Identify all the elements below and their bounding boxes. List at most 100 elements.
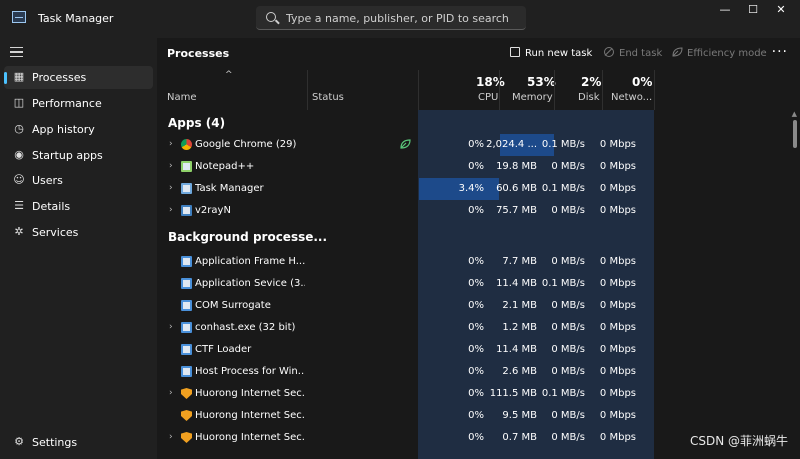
efficiency-mode-button[interactable]: Efficiency mode (672, 47, 767, 59)
process-disk: 0 MB/s (551, 256, 585, 267)
column-header-network[interactable]: Netwo... (611, 92, 653, 103)
page-title: Processes (167, 47, 230, 60)
process-cpu: 0% (468, 322, 484, 333)
end-task-icon (604, 47, 614, 57)
process-name: Huorong Internet Sec... (195, 410, 305, 421)
table-row[interactable]: › Huorong Internet Sec... 0% 111.5 MB 0.1 MB… (157, 383, 787, 405)
table-row[interactable]: Huorong Internet Sec... 0% 9.5 MB 0 MB/s 0 M… (157, 405, 787, 427)
process-memory: 0.7 MB (502, 432, 537, 443)
chevron-right-icon[interactable]: › (169, 139, 173, 149)
processes-icon: ▦ (13, 70, 25, 83)
section-header: Apps (4) (168, 116, 226, 130)
process-network: 0 Mbps (599, 139, 636, 150)
process-icon (181, 322, 192, 333)
process-network: 0 Mbps (599, 205, 636, 216)
column-header-disk[interactable]: Disk (578, 92, 600, 103)
process-memory: 111.5 MB (489, 388, 537, 399)
column-header-cpu[interactable]: CPU (478, 92, 499, 103)
table-row[interactable]: COM Surrogate 0% 2.1 MB 0 MB/s 0 Mbps (157, 295, 787, 317)
sidebar-item-label: Performance (32, 97, 102, 110)
process-name: Huorong Internet Sec... (195, 388, 305, 399)
more-options-button[interactable]: ··· (771, 44, 788, 60)
process-name: Google Chrome (29) (195, 139, 297, 150)
column-divider[interactable] (307, 70, 308, 110)
scrollbar-thumb[interactable] (793, 120, 797, 148)
chevron-right-icon[interactable]: › (169, 432, 173, 442)
table-row[interactable]: › Huorong Internet Sec... 0% 0.7 MB 0 MB/s 0 … (157, 427, 787, 449)
sidebar-item-performance[interactable]: ◫ Performance (4, 92, 153, 115)
process-memory: 11.4 MB (496, 344, 537, 355)
table-row[interactable]: › Notepad++ 0% 19.8 MB 0 MB/s 0 Mbps (157, 156, 787, 178)
run-new-task-label: Run new task (525, 48, 593, 59)
scroll-up-icon[interactable]: ▲ (791, 110, 797, 118)
process-network: 0 Mbps (599, 366, 636, 377)
process-icon (181, 256, 192, 267)
process-network: 0 Mbps (599, 161, 636, 172)
sidebar-item-services[interactable]: ✲ Services (4, 221, 153, 244)
column-divider[interactable] (602, 70, 603, 110)
chevron-right-icon[interactable]: › (169, 161, 173, 171)
sidebar-item-label: Settings (32, 436, 78, 449)
process-icon (181, 161, 192, 172)
process-name: Task Manager (195, 183, 264, 194)
efficiency-mode-label: Efficiency mode (687, 48, 767, 59)
process-cpu: 0% (468, 205, 484, 216)
process-icon (181, 388, 192, 399)
chevron-right-icon[interactable]: › (169, 388, 173, 398)
table-row[interactable]: › v2rayN 0% 75.7 MB 0 MB/s 0 Mbps (157, 200, 787, 222)
column-divider[interactable] (554, 70, 555, 110)
startup-apps-icon: ◉ (14, 148, 24, 161)
end-task-button[interactable]: End task (604, 47, 662, 59)
process-cpu: 0% (468, 139, 484, 150)
search-box[interactable] (256, 6, 526, 30)
run-new-task-button[interactable]: Run new task (510, 47, 592, 59)
table-row[interactable]: Application Sevice (3... 0% 11.4 MB 0.1 MB/… (157, 273, 787, 295)
details-icon: ☰ (14, 199, 24, 212)
process-disk: 0.1 MB/s (541, 139, 585, 150)
sidebar: ▦ Processes ◫ Performance ◷ App history ◉ Start… (0, 38, 157, 459)
process-icon (181, 278, 192, 289)
sidebar-item-settings[interactable]: ⚙ Settings (4, 431, 153, 454)
services-icon: ✲ (14, 225, 24, 238)
table-row[interactable]: › Task Manager 3.4% 60.6 MB 0.1 MB/s 0 Mbps (157, 178, 787, 200)
table-row[interactable]: Application Frame H... 0% 7.7 MB 0 MB/s 0 Mb… (157, 251, 787, 273)
process-name: CTF Loader (195, 344, 252, 355)
minimize-button[interactable]: — (719, 3, 731, 16)
column-header-status[interactable]: Status (312, 92, 344, 103)
sidebar-item-startup-apps[interactable]: ◉ Startup apps (4, 144, 153, 167)
process-network: 0 Mbps (599, 322, 636, 333)
chevron-right-icon[interactable]: › (169, 205, 173, 215)
sidebar-item-processes[interactable]: ▦ Processes (4, 66, 153, 89)
sidebar-item-details[interactable]: ☰ Details (4, 195, 153, 218)
run-task-icon (510, 47, 520, 57)
table-row[interactable]: › conhast.exe (32 bit) 0% 1.2 MB 0 MB/s 0 Mbp… (157, 317, 787, 339)
table-row[interactable]: Host Process for Win... 0% 2.6 MB 0 MB/s 0 M… (157, 361, 787, 383)
process-disk: 0.1 MB/s (541, 183, 585, 194)
users-icon: ☺ (13, 173, 25, 186)
search-input[interactable] (286, 6, 522, 30)
process-icon (181, 366, 192, 377)
sidebar-item-app-history[interactable]: ◷ App history (4, 118, 153, 141)
table-row[interactable]: CTF Loader 0% 11.4 MB 0 MB/s 0 Mbps (157, 339, 787, 361)
process-icon (181, 139, 192, 150)
process-cpu: 0% (468, 366, 484, 377)
column-header-memory[interactable]: Memory (512, 92, 553, 103)
column-header-name[interactable]: Name (167, 92, 197, 103)
table-row[interactable]: › Google Chrome (29) 0% 2,024.4 ... 0.1 MB/s… (157, 134, 787, 156)
close-button[interactable]: ✕ (776, 3, 786, 16)
chevron-right-icon[interactable]: › (169, 322, 173, 332)
memory-total: 53% (527, 75, 556, 89)
column-divider[interactable] (499, 70, 500, 110)
watermark: CSDN @菲洲蜗牛 (689, 434, 788, 448)
process-cpu: 0% (468, 410, 484, 421)
column-divider[interactable] (654, 70, 655, 110)
sidebar-item-label: Details (32, 200, 71, 213)
efficiency-leaf-icon (400, 139, 411, 152)
sidebar-item-users[interactable]: ☺ Users (4, 169, 153, 192)
process-disk: 0 MB/s (551, 205, 585, 216)
column-divider[interactable] (418, 70, 419, 110)
maximize-button[interactable]: ☐ (748, 3, 758, 16)
process-cpu: 0% (468, 300, 484, 311)
hamburger-menu-icon[interactable] (10, 47, 23, 57)
chevron-right-icon[interactable]: › (169, 183, 173, 193)
